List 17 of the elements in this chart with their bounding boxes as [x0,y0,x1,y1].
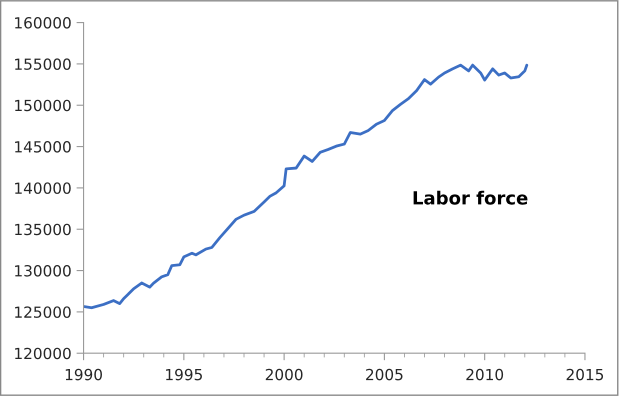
x-tick-label: 1995 [166,368,202,380]
x-tick-label: 2005 [366,368,403,380]
y-tick-label: 120000 [15,348,71,360]
x-tick-label: 2000 [266,368,303,380]
y-tick-label: 140000 [15,182,71,194]
y-tick-label: 130000 [15,265,71,277]
x-tick-label: 1990 [66,368,102,380]
y-tick-label: 125000 [15,306,71,318]
x-tick-label: 2015 [566,368,604,380]
y-tick-label: 155000 [15,58,71,70]
line-series [84,64,528,310]
y-tick-label: 160000 [15,17,71,29]
y-tick-label: 145000 [15,141,71,153]
x-tick-label: 2010 [466,368,504,380]
y-tick-label: 150000 [15,100,71,112]
text: Labor force [414,190,528,205]
y-tick-label: 135000 [15,224,71,236]
